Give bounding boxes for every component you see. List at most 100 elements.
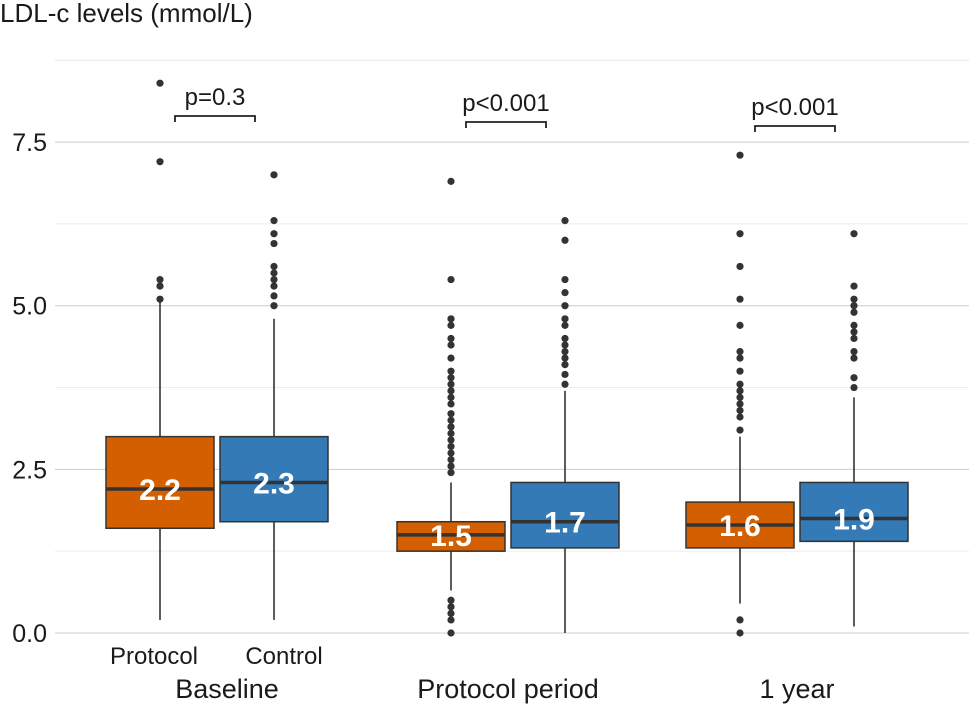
outlier-point: [850, 230, 858, 238]
outlier-point: [561, 275, 569, 284]
outlier-point: [270, 217, 278, 225]
outlier-point: [561, 341, 569, 349]
outlier-point: [561, 315, 569, 323]
y-tick-label: 7.5: [12, 129, 47, 157]
outlier-point: [447, 416, 455, 424]
y-axis-label: LDL-c levels (mmol/L): [0, 0, 253, 28]
y-tick-label: 2.5: [12, 456, 47, 484]
outlier-point: [736, 295, 744, 303]
p-value-bracket: [754, 125, 836, 132]
outlier-point: [270, 269, 278, 277]
outlier-point: [561, 347, 569, 356]
outlier-point: [270, 262, 278, 271]
outlier-point: [447, 177, 455, 185]
outlier-point: [156, 295, 164, 303]
outlier-point: [447, 334, 455, 343]
outlier-point: [447, 321, 455, 329]
outlier-point: [447, 400, 455, 408]
box-control: [219, 435, 329, 523]
outlier-point: [447, 354, 455, 362]
outlier-point: [270, 171, 278, 179]
outlier-point: [447, 374, 455, 382]
outlier-point: [561, 380, 569, 388]
outlier-point: [561, 361, 569, 369]
p-value-label: p<0.001: [462, 90, 549, 117]
x-group-label: 1 year: [759, 674, 834, 704]
outlier-point: [850, 295, 858, 303]
outlier-point: [270, 239, 278, 248]
outlier-point: [447, 410, 455, 418]
outlier-point: [270, 302, 278, 310]
outlier-point: [447, 609, 455, 617]
outlier-point: [736, 400, 744, 408]
outlier-point: [850, 347, 858, 356]
outlier-point: [850, 334, 858, 343]
outlier-point: [850, 328, 858, 336]
outlier-point: [736, 347, 744, 356]
outlier-point: [447, 449, 455, 457]
outlier-point: [270, 230, 278, 238]
outlier-point: [447, 387, 455, 395]
outlier-point: [736, 151, 744, 159]
outlier-point: [736, 321, 744, 329]
outlier-point: [447, 436, 455, 444]
median-value-label: 2.3: [253, 467, 295, 500]
box-protocol: [105, 435, 215, 530]
outlier-point: [850, 374, 858, 382]
outlier-point: [447, 616, 455, 624]
y-tick-label: 0.0: [12, 620, 47, 648]
outlier-point: [850, 308, 858, 316]
outlier-point: [736, 629, 744, 637]
outlier-point: [447, 380, 455, 388]
outlier-point: [850, 354, 858, 362]
outlier-point: [561, 236, 569, 244]
outlier-point: [736, 380, 744, 388]
outlier-point: [447, 442, 455, 451]
outlier-point: [736, 426, 744, 434]
box-control: [799, 481, 909, 543]
p-value-label: p=0.3: [185, 84, 246, 111]
median-value-label: 1.5: [430, 520, 472, 553]
p-value-bracket: [465, 121, 547, 128]
outlier-point: [156, 158, 164, 166]
outlier-point: [447, 469, 455, 477]
outlier-point: [156, 79, 164, 87]
median-value-label: 2.2: [139, 474, 181, 507]
outlier-point: [561, 289, 569, 297]
outlier-point: [736, 406, 744, 415]
subgroup-label-protocol: Protocol: [110, 643, 198, 670]
outlier-point: [561, 302, 569, 310]
outlier-point: [561, 370, 569, 379]
outlier-point: [447, 429, 455, 437]
outlier-point: [447, 315, 455, 323]
outlier-point: [447, 341, 455, 349]
outlier-point: [850, 302, 858, 310]
box-control: [510, 481, 620, 549]
outlier-point: [736, 367, 744, 375]
y-axis-ticks: 0.0 2.5 5.0 7.5: [12, 129, 47, 648]
outlier-point: [447, 367, 455, 375]
outlier-point: [736, 387, 744, 395]
median-value-label: 1.7: [544, 507, 586, 540]
p-value-label: p<0.001: [751, 94, 838, 121]
outlier-point: [850, 321, 858, 329]
outlier-point: [270, 292, 278, 300]
box-plots: 2.2 2.3 p=0.3 1.5 1.7 p<0.001 1.6 1.9 p<0.001: [105, 79, 909, 637]
outlier-point: [156, 275, 164, 284]
outlier-point: [561, 217, 569, 225]
outlier-point: [447, 423, 455, 431]
outlier-point: [447, 455, 455, 464]
outlier-point: [270, 282, 278, 290]
outlier-point: [561, 354, 569, 362]
outlier-point: [736, 413, 744, 421]
outlier-point: [447, 596, 455, 604]
x-group-label: Protocol period: [417, 674, 599, 704]
x-group-label: Baseline: [175, 674, 279, 704]
outlier-point: [447, 393, 455, 401]
axis-labels: Protocol Control Baseline Protocol period 1 …: [110, 643, 835, 704]
outlier-point: [447, 275, 455, 284]
subgroup-label-control: Control: [245, 643, 322, 670]
outlier-point: [447, 603, 455, 611]
p-value-bracket: [174, 115, 256, 122]
